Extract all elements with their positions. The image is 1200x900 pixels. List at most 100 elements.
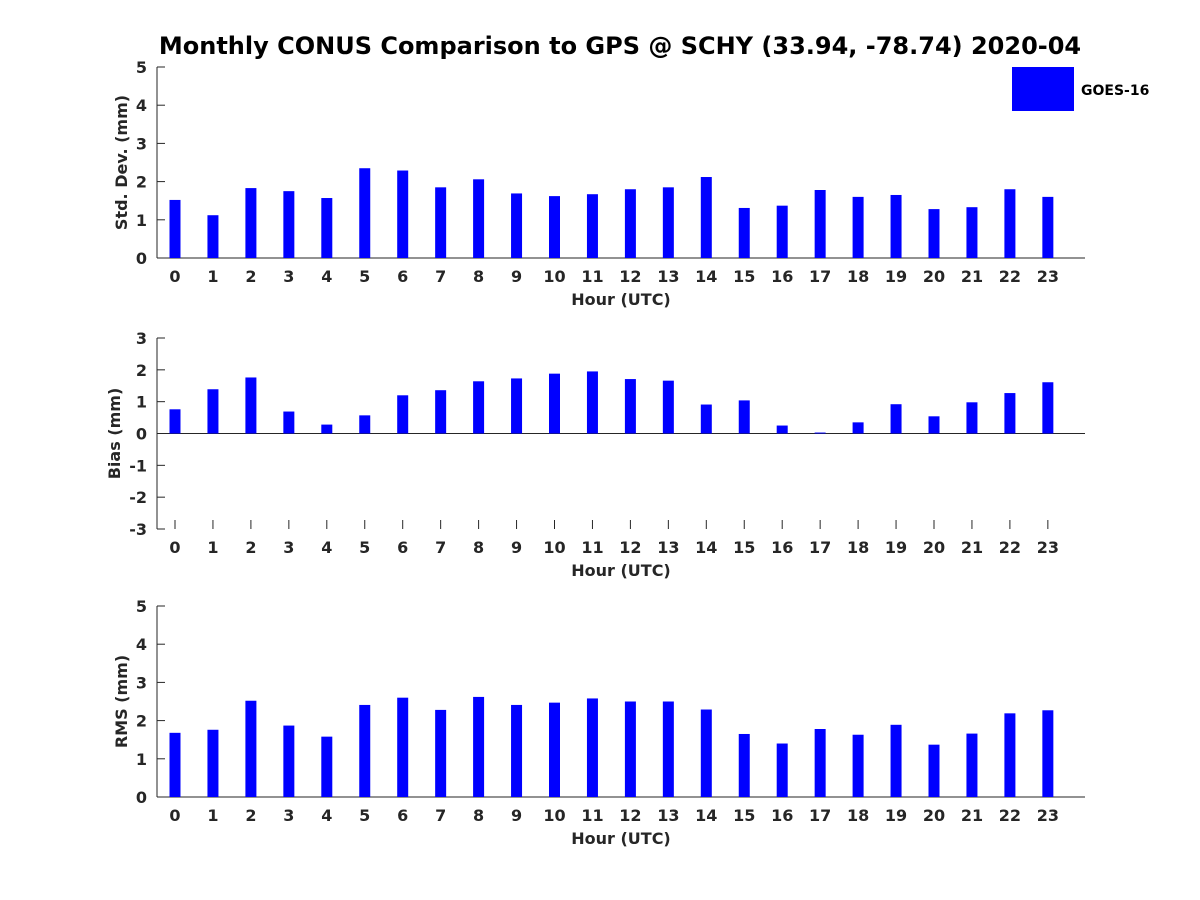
x-tick-label: 14	[695, 267, 717, 286]
bar-std-dev-hour-0	[169, 199, 181, 258]
bar-rms-hour-22	[1004, 713, 1016, 797]
x-tick-label: 12	[619, 806, 641, 825]
x-tick-label: 14	[695, 538, 717, 557]
bar-std-dev-hour-23	[1042, 196, 1054, 258]
bar-std-dev-hour-11	[586, 194, 598, 258]
bar-bias-hour-19	[890, 404, 902, 434]
x-tick-label: 19	[885, 267, 907, 286]
x-tick-label: 5	[359, 538, 370, 557]
y-tick-label: 5	[136, 597, 147, 616]
y-tick-label: 1	[136, 750, 147, 769]
y-tick-label: 3	[136, 134, 147, 153]
x-tick-label: 18	[847, 538, 869, 557]
bar-std-dev-hour-6	[397, 170, 409, 258]
x-tick-label: 11	[581, 267, 603, 286]
bar-bias-hour-12	[624, 379, 636, 434]
y-tick-label: 5	[136, 58, 147, 77]
y-tick-label: -3	[129, 520, 147, 539]
x-tick-label: 13	[657, 806, 679, 825]
bar-rms-hour-19	[890, 724, 902, 797]
bar-bias-hour-23	[1042, 382, 1054, 434]
x-axis-label: Hour (UTC)	[571, 290, 671, 309]
bar-rms-hour-15	[738, 733, 750, 797]
x-tick-label: 1	[207, 538, 218, 557]
bar-std-dev-hour-20	[928, 209, 940, 258]
y-tick-label: 2	[136, 173, 147, 192]
x-tick-label: 4	[321, 538, 332, 557]
x-tick-label: 7	[435, 267, 446, 286]
bar-bias-hour-9	[511, 378, 523, 434]
bar-bias-hour-1	[207, 389, 219, 434]
bar-std-dev-hour-19	[890, 194, 902, 258]
bar-rms-hour-13	[662, 701, 674, 797]
y-tick-label: 4	[136, 635, 147, 654]
bar-bias-hour-15	[738, 400, 750, 434]
bar-bias-hour-21	[966, 402, 978, 434]
x-tick-label: 16	[771, 538, 793, 557]
bar-bias-hour-22	[1004, 393, 1016, 434]
y-tick-label: 1	[136, 393, 147, 412]
bar-std-dev-hour-10	[549, 196, 560, 258]
x-tick-label: 1	[207, 806, 218, 825]
bar-std-dev-hour-8	[473, 179, 485, 258]
x-tick-label: 18	[847, 267, 869, 286]
x-tick-label: 5	[359, 267, 370, 286]
bar-std-dev-hour-7	[435, 187, 447, 258]
bar-std-dev-hour-12	[624, 189, 636, 258]
bar-bias-hour-13	[662, 380, 674, 434]
x-tick-label: 21	[961, 538, 983, 557]
x-tick-label: 21	[961, 267, 983, 286]
bar-rms-hour-21	[966, 733, 978, 797]
x-tick-label: 6	[397, 806, 408, 825]
x-tick-label: 20	[923, 806, 945, 825]
x-tick-label: 0	[169, 806, 180, 825]
y-tick-label: 0	[136, 425, 147, 444]
bar-rms-hour-5	[359, 704, 371, 797]
x-tick-label: 8	[473, 806, 484, 825]
x-tick-label: 6	[397, 538, 408, 557]
bar-rms-hour-2	[245, 700, 257, 797]
bar-rms-hour-1	[207, 729, 219, 797]
y-tick-label: 3	[136, 329, 147, 348]
bar-rms-hour-6	[397, 697, 409, 797]
x-tick-label: 7	[435, 806, 446, 825]
x-tick-label: 16	[771, 267, 793, 286]
bar-bias-hour-5	[359, 415, 371, 434]
y-axis-label: Std. Dev. (mm)	[112, 95, 131, 230]
bar-std-dev-hour-13	[662, 187, 674, 258]
bar-bias-hour-10	[549, 373, 560, 434]
x-tick-label: 10	[543, 806, 565, 825]
x-tick-label: 17	[809, 538, 831, 557]
bar-std-dev-hour-4	[321, 198, 333, 258]
x-tick-label: 14	[695, 806, 717, 825]
x-tick-label: 4	[321, 806, 332, 825]
bar-bias-hour-16	[776, 425, 788, 434]
bar-bias-hour-3	[283, 411, 295, 434]
x-tick-label: 9	[511, 538, 522, 557]
bar-std-dev-hour-22	[1004, 189, 1016, 258]
y-tick-label: 2	[136, 361, 147, 380]
bar-rms-hour-11	[586, 698, 598, 797]
bar-bias-hour-14	[700, 404, 712, 434]
x-tick-label: 3	[283, 538, 294, 557]
x-tick-label: 20	[923, 267, 945, 286]
x-tick-label: 9	[511, 806, 522, 825]
x-tick-label: 2	[245, 538, 256, 557]
x-tick-label: 5	[359, 806, 370, 825]
bar-bias-hour-7	[435, 390, 447, 434]
legend: GOES-16	[1012, 67, 1149, 111]
bar-std-dev-hour-18	[852, 196, 864, 258]
x-tick-label: 17	[809, 267, 831, 286]
bar-bias-hour-6	[397, 395, 409, 434]
x-tick-label: 19	[885, 806, 907, 825]
x-tick-label: 3	[283, 806, 294, 825]
bar-bias-hour-2	[245, 377, 257, 434]
x-tick-label: 10	[543, 267, 565, 286]
bar-std-dev-hour-5	[359, 168, 371, 258]
x-tick-label: 13	[657, 538, 679, 557]
y-tick-label: 0	[136, 788, 147, 807]
x-tick-label: 8	[473, 267, 484, 286]
